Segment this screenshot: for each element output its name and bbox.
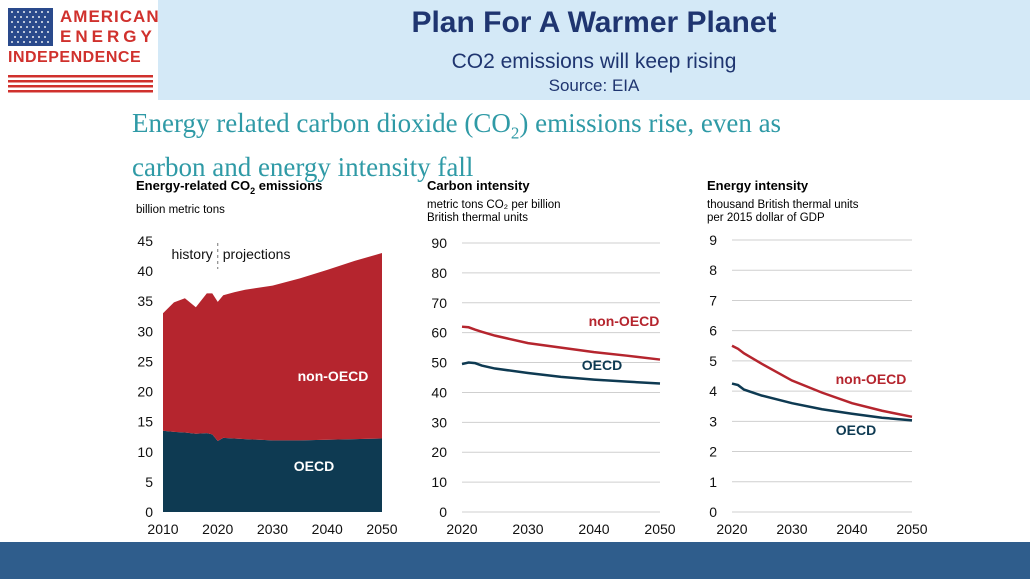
- y-tick-label: 2: [709, 444, 717, 460]
- y-tick-label: 70: [431, 295, 447, 311]
- y-tick-label: 45: [137, 233, 153, 249]
- y-tick-label: 5: [145, 474, 153, 490]
- chart-subtitle: billion metric tons: [136, 204, 225, 216]
- source-note: Source: EIA: [548, 76, 640, 95]
- line-oecd: [731, 382, 913, 422]
- headline-subscript: 2: [510, 123, 520, 143]
- x-tick-label: 2030: [512, 521, 543, 537]
- y-tick-label: 1: [709, 474, 717, 490]
- y-tick-label: 5: [709, 353, 717, 369]
- line-non-oecd: [461, 325, 661, 361]
- y-tick-label: 30: [431, 414, 447, 430]
- y-tick-label: 60: [431, 325, 447, 341]
- x-tick-label: 2050: [896, 521, 927, 537]
- chart-headline: Energy related carbon dioxide (CO2) emis…: [132, 106, 952, 184]
- series-label: OECD: [836, 422, 876, 438]
- y-tick-label: 40: [137, 263, 153, 279]
- series-label: OECD: [582, 357, 622, 373]
- series-label: non-OECD: [298, 368, 369, 384]
- x-tick-label: 2040: [836, 521, 867, 537]
- y-tick-label: 20: [137, 384, 153, 400]
- line-oecd: [461, 361, 661, 385]
- line-non-oecd: [731, 344, 913, 419]
- y-tick-label: 0: [145, 504, 153, 520]
- logo-line-1: AMERICAN: [60, 7, 160, 26]
- x-tick-label: 2050: [644, 521, 675, 537]
- x-tick-label: 2010: [147, 521, 178, 537]
- chart-subtitle: British thermal units: [427, 212, 528, 224]
- chart-title: Carbon intensity: [427, 178, 530, 193]
- headline-line1-post: ) emissions rise, even as: [519, 108, 782, 138]
- y-tick-label: 6: [709, 323, 717, 339]
- chart-subtitle: thousand British thermal units: [707, 199, 859, 211]
- y-tick-label: 0: [439, 504, 447, 520]
- x-tick-label: 2020: [446, 521, 477, 537]
- chart-panel-3: Energy intensity thousand British thermal…: [707, 178, 928, 537]
- y-tick-label: 35: [137, 293, 153, 309]
- y-tick-label: 20: [431, 444, 447, 460]
- y-tick-label: 0: [709, 504, 717, 520]
- area-non-oecd: [163, 253, 382, 441]
- x-tick-label: 2020: [202, 521, 233, 537]
- history-label: history: [172, 246, 213, 262]
- logo: AMERICAN ENERGY INDEPENDENCE: [5, 5, 159, 95]
- footer-bar: [0, 542, 1030, 579]
- y-tick-label: 9: [709, 232, 717, 248]
- x-tick-label: 2030: [257, 521, 288, 537]
- projections-label: projections: [223, 246, 291, 262]
- us-flag-icon: [8, 8, 53, 46]
- chart-subtitle: per 2015 dollar of GDP: [707, 212, 825, 224]
- x-tick-label: 2050: [366, 521, 397, 537]
- y-tick-label: 15: [137, 414, 153, 430]
- y-tick-label: 30: [137, 323, 153, 339]
- x-tick-label: 2020: [716, 521, 747, 537]
- flag-stripes-icon: [8, 75, 153, 93]
- y-tick-label: 80: [431, 265, 447, 281]
- y-tick-label: 10: [137, 444, 153, 460]
- series-label: non-OECD: [589, 313, 660, 329]
- headline-line2: carbon and energy intensity fall: [132, 152, 474, 183]
- page-subtitle: CO2 emissions will keep rising: [451, 50, 737, 73]
- chart-subtitle: metric tons CO₂ per billion: [427, 199, 561, 211]
- title-box: [158, 0, 1030, 100]
- y-tick-label: 10: [431, 474, 447, 490]
- y-tick-label: 90: [431, 235, 447, 251]
- y-tick-label: 25: [137, 353, 153, 369]
- chart-panel-2: Carbon intensity metric tons CO₂ per bill…: [427, 178, 676, 537]
- y-tick-label: 40: [431, 384, 447, 400]
- headline-line1-pre: Energy related carbon dioxide (CO: [132, 108, 511, 138]
- x-tick-label: 2030: [776, 521, 807, 537]
- logo-line-2: ENERGY: [60, 27, 156, 46]
- page-title: Plan For A Warmer Planet: [411, 6, 777, 39]
- y-tick-label: 50: [431, 355, 447, 371]
- y-tick-label: 7: [709, 292, 717, 308]
- x-tick-label: 2040: [312, 521, 343, 537]
- area-oecd: [163, 430, 382, 512]
- header: AMERICAN ENERGY INDEPENDENCE Plan For A …: [0, 0, 1030, 100]
- y-tick-label: 4: [709, 383, 717, 399]
- chart-panel-1: Energy-related CO2 emissions billion metr…: [136, 178, 398, 537]
- chart-title: Energy-related CO2 emissions: [136, 178, 322, 196]
- y-tick-label: 3: [709, 413, 717, 429]
- logo-line-3: INDEPENDENCE: [8, 49, 142, 66]
- chart-title: Energy intensity: [707, 178, 809, 193]
- x-tick-label: 2040: [578, 521, 609, 537]
- y-tick-label: 8: [709, 262, 717, 278]
- series-label: non-OECD: [836, 371, 907, 387]
- charts-svg: Energy-related CO2 emissions billion metr…: [136, 178, 928, 537]
- series-label: OECD: [294, 458, 334, 474]
